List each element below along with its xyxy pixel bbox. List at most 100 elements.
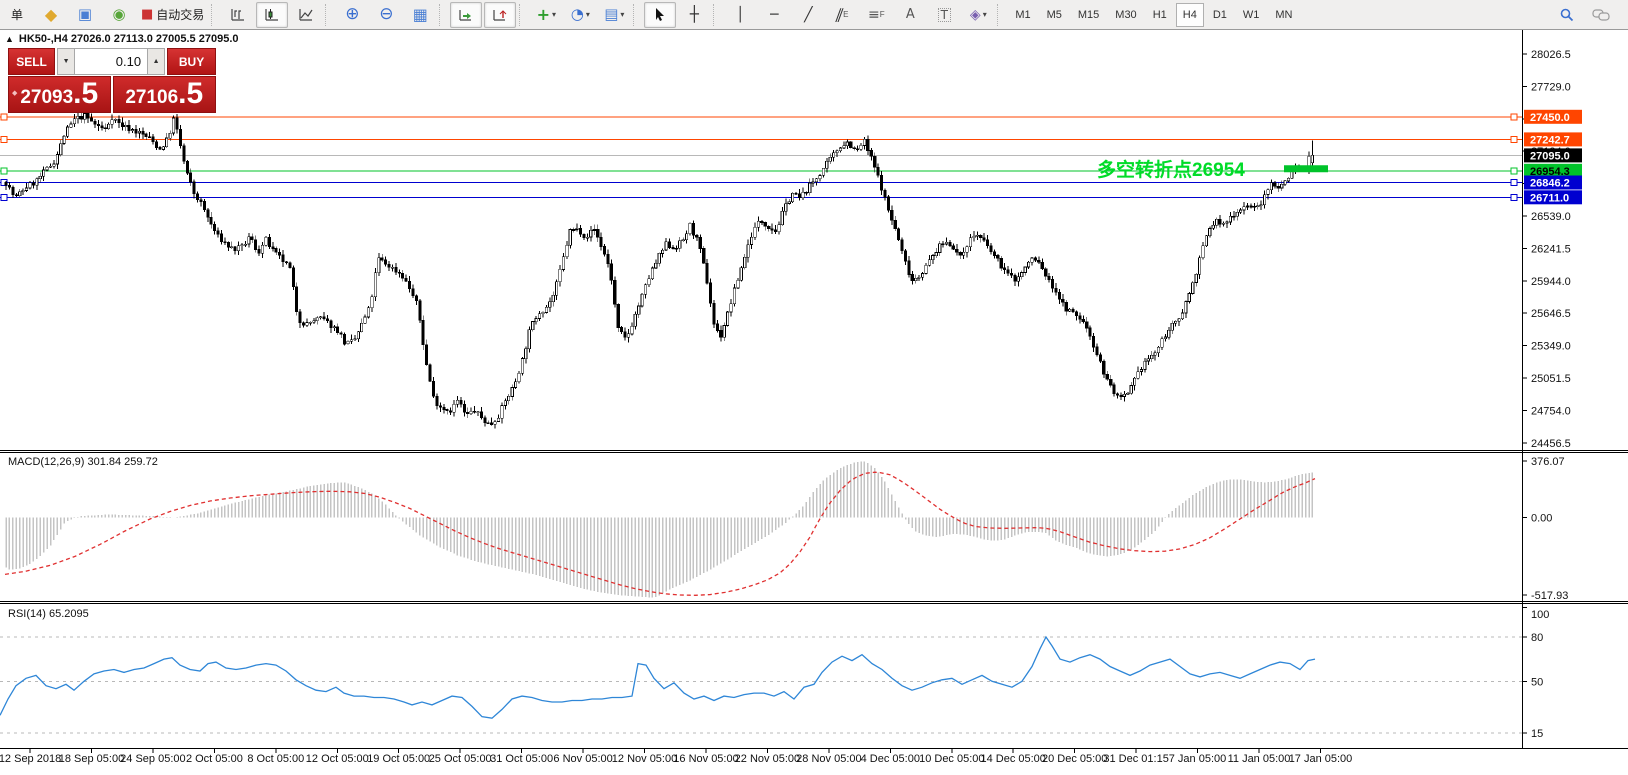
- svg-text:24754.0: 24754.0: [1531, 405, 1571, 417]
- horizontal-line-tool[interactable]: ─: [770, 6, 779, 23]
- svg-text:4 Dec 05:00: 4 Dec 05:00: [861, 753, 920, 765]
- vertical-line-tool[interactable]: │: [736, 6, 745, 23]
- autoscroll-icon[interactable]: [450, 1, 483, 28]
- svg-text:15: 15: [1531, 728, 1543, 740]
- tab-timeframe-d1[interactable]: D1: [1212, 8, 1227, 21]
- svg-text:26539.0: 26539.0: [1531, 211, 1571, 223]
- level-lines[interactable]: [0, 113, 1522, 201]
- tab-timeframe-h1[interactable]: H1: [1152, 8, 1167, 21]
- new-order-icon[interactable]: ◆: [44, 4, 58, 24]
- svg-text:27450.0: 27450.0: [1530, 112, 1570, 124]
- separator: [211, 3, 219, 26]
- svg-text:25646.5: 25646.5: [1531, 308, 1571, 320]
- svg-text:27729.0: 27729.0: [1531, 81, 1571, 93]
- sell-button[interactable]: SELL: [8, 48, 56, 75]
- separator: [633, 3, 641, 26]
- cursor-tool[interactable]: [644, 1, 677, 28]
- buy-button[interactable]: BUY: [167, 48, 216, 75]
- volume-increase-button[interactable]: ▲: [147, 48, 166, 75]
- svg-text:26711.0: 26711.0: [1530, 192, 1569, 204]
- svg-text:31 Dec 01:15: 31 Dec 01:15: [1103, 753, 1168, 765]
- tab-timeframe-m30[interactable]: M30: [1115, 8, 1137, 21]
- symbol-title: ▲ HK50-,H4 27026.0 27113.0 27005.5 27095.…: [5, 33, 239, 45]
- chart-shift-icon[interactable]: [484, 1, 517, 28]
- svg-text:25051.5: 25051.5: [1531, 373, 1571, 385]
- tile-windows-icon[interactable]: ▦: [412, 4, 428, 24]
- tab-timeframe-mn[interactable]: MN: [1275, 8, 1293, 21]
- zoom-in-icon[interactable]: ⊕: [345, 4, 360, 24]
- svg-text:2 Oct 05:00: 2 Oct 05:00: [186, 753, 243, 765]
- tab-timeframe-m15[interactable]: M15: [1077, 8, 1100, 21]
- crosshair-tool[interactable]: ┼: [689, 5, 699, 23]
- collapse-panel-icon[interactable]: ▲: [5, 34, 14, 44]
- autotrading-icon: ■: [141, 7, 154, 22]
- signal-icon[interactable]: ◉: [112, 5, 126, 23]
- channel-tool[interactable]: ∥ E: [833, 6, 849, 23]
- navigator-icon[interactable]: ▣: [77, 5, 93, 23]
- volume-input[interactable]: 0.10: [75, 48, 148, 75]
- svg-text:24 Sep 05:00: 24 Sep 05:00: [120, 753, 185, 765]
- autotrading-button[interactable]: ■ 自动交易: [137, 2, 208, 28]
- trendline-tool[interactable]: ╱: [804, 6, 813, 23]
- buy-price-display[interactable]: 27106 .5: [112, 76, 216, 113]
- svg-text:16 Nov 05:00: 16 Nov 05:00: [673, 753, 738, 765]
- tab-timeframe-h4[interactable]: H4: [1175, 2, 1204, 27]
- zoom-out-icon[interactable]: ⊖: [379, 4, 394, 24]
- svg-text:8 Oct 05:00: 8 Oct 05:00: [247, 753, 304, 765]
- template-icon: ▤: [604, 5, 619, 23]
- partial-order-button[interactable]: 单: [10, 8, 23, 22]
- buy-price-frac: .5: [178, 77, 204, 110]
- svg-text:25349.0: 25349.0: [1531, 341, 1571, 353]
- svg-text:376.07: 376.07: [1531, 456, 1565, 468]
- svg-text:18 Sep 05:00: 18 Sep 05:00: [59, 753, 124, 765]
- svg-text:28 Nov 05:00: 28 Nov 05:00: [796, 753, 861, 765]
- fibonacci-tool[interactable]: ≡ F: [868, 6, 885, 23]
- templates-button[interactable]: ▤ ▾: [598, 2, 630, 28]
- periods-button[interactable]: ◔ ▾: [564, 2, 596, 28]
- svg-text:100: 100: [1531, 609, 1549, 621]
- chat-icon[interactable]: [1585, 2, 1617, 28]
- separator: [325, 3, 333, 26]
- price-axis[interactable]: 28026.527729.027431.527134.026836.526539…: [1522, 49, 1571, 450]
- turning-point-annotation[interactable]: 多空转折点26954: [1097, 158, 1245, 181]
- sell-price-frac: .5: [73, 77, 99, 110]
- text-label-tool[interactable]: T: [928, 2, 960, 28]
- macd-indicator-label: MACD(12,26,9) 301.84 259.72: [8, 456, 158, 468]
- svg-text:26954.3: 26954.3: [1530, 166, 1570, 178]
- chart-frame: [0, 29, 1628, 749]
- separator: [439, 3, 447, 26]
- svg-text:22 Nov 05:00: 22 Nov 05:00: [735, 753, 800, 765]
- sell-price-display[interactable]: ◆ 27093 .5: [8, 76, 111, 113]
- tab-timeframe-w1[interactable]: W1: [1242, 8, 1260, 21]
- price-marker-icon: ◆: [12, 90, 18, 97]
- indicators-button[interactable]: + ▾: [530, 2, 562, 28]
- text-tool[interactable]: A: [905, 7, 915, 22]
- svg-text:27242.7: 27242.7: [1530, 134, 1570, 146]
- svg-text:27095.0: 27095.0: [1530, 150, 1570, 162]
- svg-text:10 Dec 05:00: 10 Dec 05:00: [919, 753, 984, 765]
- svg-text:50: 50: [1531, 676, 1543, 688]
- search-icon[interactable]: [1551, 2, 1583, 28]
- svg-text:17 Jan 05:00: 17 Jan 05:00: [1289, 753, 1353, 765]
- svg-text:24456.5: 24456.5: [1531, 438, 1571, 450]
- candlestick-chart-icon[interactable]: [256, 1, 289, 28]
- svg-text:80: 80: [1531, 632, 1543, 644]
- candlesticks: [4, 108, 1314, 429]
- arrows-tool[interactable]: ◈ ▾: [969, 6, 987, 23]
- clock-icon: ◔: [570, 5, 584, 23]
- svg-text:12 Sep 2018: 12 Sep 2018: [0, 753, 61, 765]
- volume-decrease-button[interactable]: ▼: [57, 48, 76, 75]
- line-chart-icon[interactable]: [290, 2, 322, 28]
- separator: [997, 3, 1005, 26]
- separator: [713, 3, 721, 26]
- one-click-trade-panel: SELL ▼ 0.10 ▲ BUY ◆ 27093 .5 27106 .5: [8, 48, 216, 113]
- bar-chart-icon[interactable]: [222, 2, 254, 28]
- svg-text:7 Jan 05:00: 7 Jan 05:00: [1169, 753, 1227, 765]
- svg-text:-517.93: -517.93: [1531, 590, 1568, 602]
- tab-timeframe-m1[interactable]: M1: [1015, 8, 1031, 21]
- tab-timeframe-m5[interactable]: M5: [1046, 8, 1062, 21]
- svg-text:12 Nov 05:00: 12 Nov 05:00: [612, 753, 677, 765]
